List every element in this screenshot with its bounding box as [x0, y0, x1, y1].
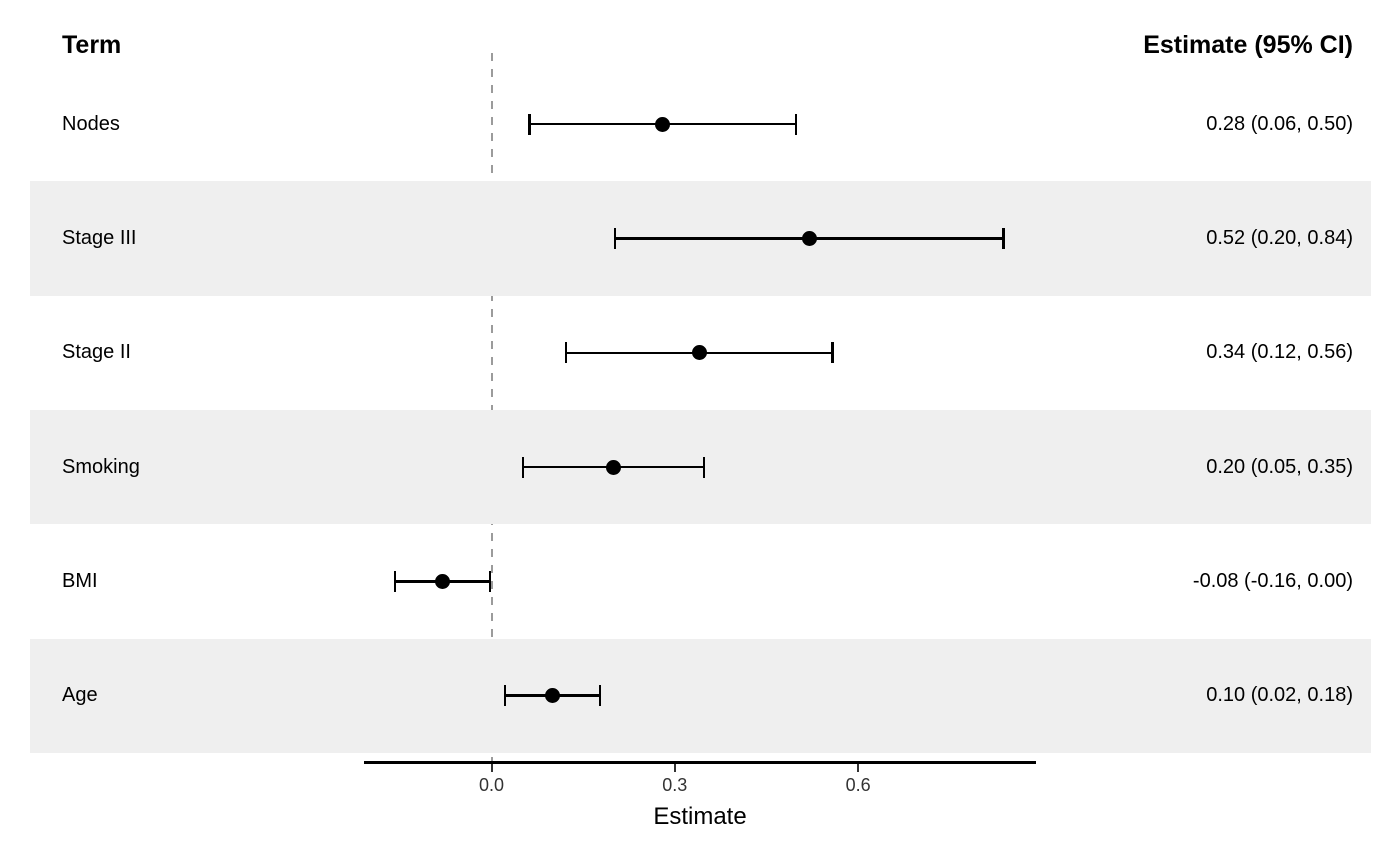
forest-row: Stage III 0.52 (0.20, 0.84)	[0, 181, 1400, 296]
x-axis-line	[364, 761, 1036, 764]
ci-cap-low	[522, 456, 525, 478]
forest-row: BMI -0.08 (-0.16, 0.00)	[0, 524, 1400, 638]
term-column-header: Term	[62, 31, 122, 59]
estimate-ci-label: 0.20 (0.05, 0.35)	[1206, 455, 1353, 478]
x-axis-tick	[857, 763, 860, 772]
estimate-ci-label: 0.52 (0.20, 0.84)	[1206, 227, 1353, 250]
estimate-ci-label: 0.10 (0.02, 0.18)	[1206, 684, 1353, 707]
term-label: Smoking	[62, 455, 140, 478]
forest-row: Stage II 0.34 (0.12, 0.56)	[0, 296, 1400, 410]
ci-cap-high	[489, 570, 492, 592]
forest-row: Smoking 0.20 (0.05, 0.35)	[0, 410, 1400, 525]
ci-cap-low	[503, 685, 507, 707]
ci-cap-low	[393, 570, 397, 592]
x-axis-tick-label: 0.6	[845, 775, 871, 795]
estimate-point	[606, 459, 622, 475]
estimate-point	[655, 116, 671, 132]
ci-cap-high	[599, 685, 602, 707]
term-label: BMI	[62, 569, 98, 592]
term-label: Stage III	[62, 227, 137, 250]
x-axis-tick-label: 0.0	[478, 775, 505, 795]
ci-whisker	[564, 342, 834, 364]
term-label: Stage II	[62, 341, 131, 364]
ci-cap-low	[613, 227, 617, 249]
forest-row: Nodes 0.28 (0.06, 0.50)	[0, 67, 1400, 181]
estimate-ci-label: 0.34 (0.12, 0.56)	[1206, 341, 1353, 364]
estimate-point	[545, 688, 561, 704]
row-band	[30, 638, 1371, 753]
ci-cap-high	[702, 456, 706, 478]
ci-cap-high	[1002, 227, 1005, 249]
ci-whisker	[528, 113, 797, 135]
ci-cap-high	[831, 342, 834, 364]
ci-whisker	[522, 456, 706, 478]
estimate-ci-label: -0.08 (-0.16, 0.00)	[1192, 569, 1353, 592]
x-axis-tick	[490, 763, 493, 772]
ci-cap-low	[564, 342, 568, 364]
estimate-point	[801, 230, 817, 246]
ci-cap-low	[528, 113, 531, 135]
x-axis-tick	[673, 763, 676, 772]
zero-reference-line	[490, 53, 493, 762]
term-label: Nodes	[62, 112, 120, 135]
ci-whisker	[393, 570, 492, 592]
ci-whisker	[503, 685, 602, 707]
x-axis-title: Estimate	[653, 803, 747, 830]
estimate-point	[691, 345, 707, 361]
ci-cap-high	[794, 113, 797, 135]
estimate-column-header: Estimate (95% CI)	[1143, 31, 1353, 59]
ci-whisker	[613, 227, 1005, 249]
term-label: Age	[62, 684, 98, 707]
estimate-point	[435, 573, 451, 589]
forest-row: Age 0.10 (0.02, 0.18)	[0, 638, 1400, 753]
x-axis-tick-label: 0.3	[662, 775, 688, 795]
estimate-ci-label: 0.28 (0.06, 0.50)	[1206, 112, 1353, 135]
